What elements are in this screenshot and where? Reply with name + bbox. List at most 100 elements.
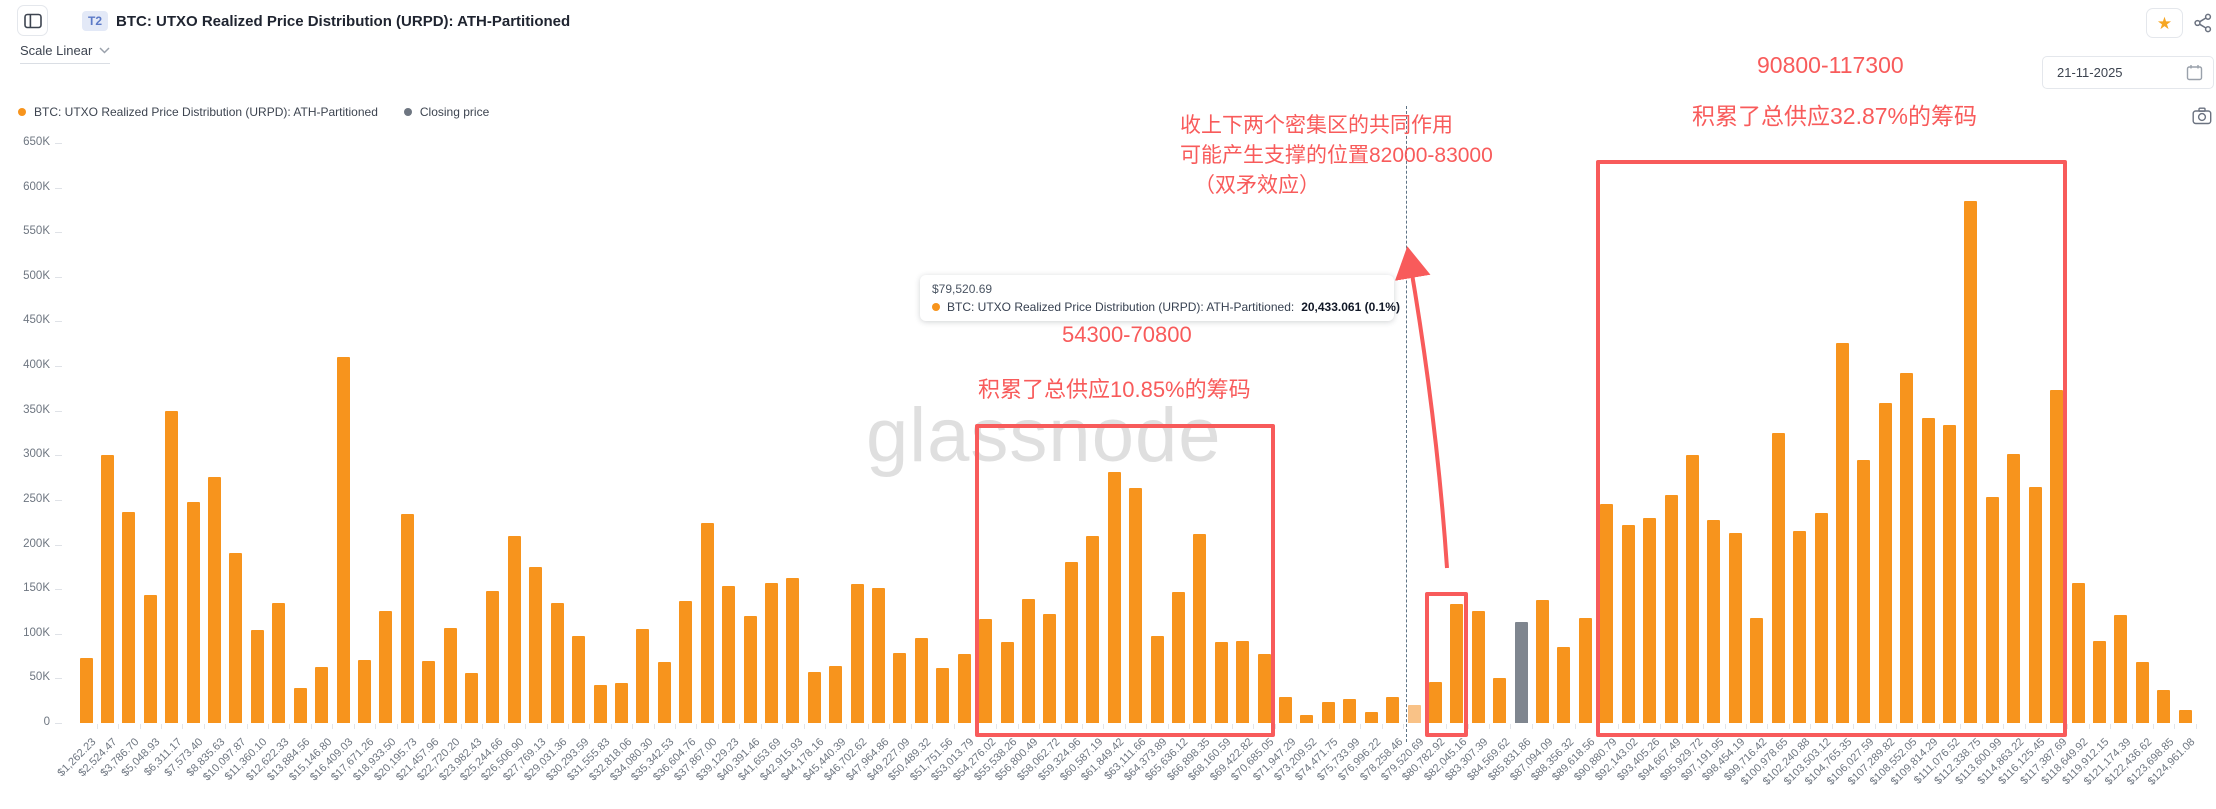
urpd-bar[interactable] (272, 603, 286, 723)
urpd-bar[interactable] (250, 630, 264, 723)
urpd-bar[interactable] (165, 410, 179, 723)
urpd-bar[interactable] (1557, 647, 1571, 723)
urpd-bar[interactable] (1835, 342, 1849, 723)
urpd-bar[interactable] (1214, 641, 1228, 723)
urpd-bar[interactable] (1428, 681, 1442, 723)
urpd-bar[interactable] (1300, 714, 1314, 723)
urpd-bar[interactable] (829, 665, 843, 723)
urpd-bar[interactable] (743, 615, 757, 723)
urpd-bar[interactable] (1064, 562, 1078, 723)
urpd-bar[interactable] (2178, 709, 2192, 723)
urpd-bar[interactable] (872, 588, 886, 723)
urpd-bar[interactable] (1514, 622, 1528, 723)
urpd-bar[interactable] (422, 661, 436, 723)
urpd-bar[interactable] (1193, 533, 1207, 723)
urpd-bar[interactable] (1279, 697, 1293, 723)
urpd-bar[interactable] (1086, 535, 1100, 723)
urpd-bar[interactable] (1386, 697, 1400, 723)
urpd-bar[interactable] (400, 514, 414, 723)
urpd-bar[interactable] (914, 638, 928, 723)
legend-item-urpd[interactable]: BTC: UTXO Realized Price Distribution (U… (18, 105, 378, 119)
urpd-bar[interactable] (2007, 453, 2021, 723)
urpd-bar[interactable] (100, 455, 114, 723)
urpd-bar[interactable] (636, 629, 650, 723)
sidebar-toggle-button[interactable] (17, 5, 48, 36)
urpd-bar[interactable] (507, 535, 521, 723)
urpd-bar[interactable] (764, 582, 778, 723)
urpd-bar[interactable] (1900, 373, 1914, 723)
urpd-bar[interactable] (1771, 433, 1785, 723)
urpd-bar[interactable] (1707, 519, 1721, 723)
urpd-bar[interactable] (379, 610, 393, 723)
urpd-bar[interactable] (1857, 459, 1871, 723)
urpd-bar[interactable] (1600, 504, 1614, 723)
urpd-bar[interactable] (979, 618, 993, 723)
urpd-bar[interactable] (2092, 640, 2106, 723)
urpd-bar[interactable] (936, 667, 950, 723)
urpd-bar[interactable] (208, 476, 222, 723)
urpd-bar[interactable] (1921, 417, 1935, 723)
urpd-bar[interactable] (2028, 486, 2042, 723)
urpd-bar[interactable] (893, 652, 907, 723)
urpd-bar[interactable] (122, 512, 136, 723)
urpd-bar[interactable] (1407, 704, 1421, 723)
urpd-bar[interactable] (1728, 532, 1742, 723)
urpd-bar[interactable] (1471, 610, 1485, 723)
urpd-bar[interactable] (1578, 617, 1592, 723)
urpd-bar[interactable] (2071, 582, 2085, 723)
urpd-bar[interactable] (1964, 201, 1978, 723)
urpd-bar[interactable] (957, 654, 971, 723)
urpd-bar[interactable] (850, 583, 864, 723)
urpd-bar[interactable] (1364, 712, 1378, 723)
urpd-bar[interactable] (1686, 455, 1699, 723)
urpd-bar[interactable] (143, 595, 157, 723)
urpd-bar[interactable] (315, 666, 329, 723)
favorite-button[interactable]: ★ (2146, 8, 2183, 38)
urpd-bar[interactable] (529, 566, 543, 723)
urpd-bar[interactable] (336, 357, 350, 723)
urpd-bar[interactable] (1236, 640, 1250, 723)
urpd-bar[interactable] (1643, 517, 1657, 723)
urpd-bar[interactable] (2135, 662, 2149, 723)
urpd-bar[interactable] (293, 688, 307, 723)
urpd-bar[interactable] (2114, 615, 2128, 723)
legend-item-closing-price[interactable]: Closing price (403, 105, 489, 119)
date-input[interactable]: 21-11-2025 (2042, 56, 2214, 89)
urpd-bar[interactable] (357, 659, 371, 723)
urpd-bar[interactable] (1493, 678, 1507, 723)
urpd-bar[interactable] (1793, 531, 1807, 723)
urpd-bar[interactable] (722, 586, 736, 723)
urpd-bar[interactable] (1664, 495, 1678, 723)
urpd-bar[interactable] (657, 662, 671, 723)
urpd-bar[interactable] (1878, 402, 1892, 723)
urpd-bar[interactable] (593, 684, 607, 723)
urpd-bar[interactable] (1043, 614, 1057, 723)
urpd-bar[interactable] (700, 523, 714, 723)
urpd-bar[interactable] (229, 552, 243, 723)
urpd-bar[interactable] (1321, 701, 1335, 723)
urpd-bar[interactable] (1536, 599, 1550, 723)
urpd-bar[interactable] (1150, 635, 1164, 723)
urpd-bar[interactable] (1943, 424, 1957, 723)
urpd-bar[interactable] (1107, 472, 1121, 723)
urpd-bar[interactable] (550, 602, 564, 723)
urpd-bar[interactable] (1814, 513, 1828, 723)
urpd-bar[interactable] (1621, 524, 1635, 723)
urpd-bar[interactable] (807, 672, 821, 723)
urpd-bar[interactable] (1021, 598, 1035, 723)
urpd-bar[interactable] (443, 628, 457, 723)
urpd-bar[interactable] (1129, 488, 1143, 723)
urpd-bar[interactable] (572, 635, 586, 723)
urpd-bar[interactable] (1450, 604, 1464, 723)
screenshot-button[interactable] (2192, 107, 2214, 129)
urpd-bar[interactable] (1171, 591, 1185, 723)
urpd-bar[interactable] (1257, 654, 1271, 723)
urpd-bar[interactable] (786, 578, 800, 723)
urpd-bar[interactable] (1750, 617, 1764, 723)
urpd-bar[interactable] (679, 600, 693, 723)
share-button[interactable] (2193, 10, 2216, 36)
urpd-bar[interactable] (186, 501, 200, 723)
urpd-bar[interactable] (465, 673, 479, 723)
urpd-bar[interactable] (1343, 698, 1357, 723)
